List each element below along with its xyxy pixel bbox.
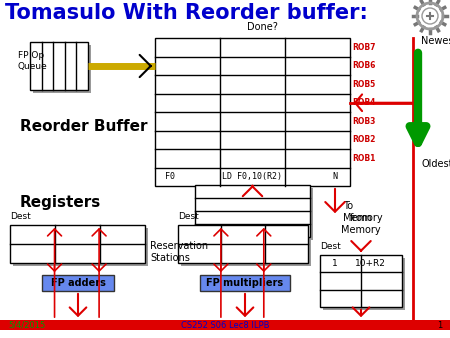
Bar [155, 38, 350, 186]
Text: Dest: Dest [320, 242, 341, 251]
Text: ROB7: ROB7 [352, 43, 375, 52]
Bar [42, 275, 114, 291]
Bar [200, 275, 290, 291]
Text: ROB6: ROB6 [352, 61, 375, 70]
Text: FP Op
Queue: FP Op Queue [18, 51, 48, 71]
Text: 1: 1 [332, 259, 338, 268]
Bar [30, 42, 88, 90]
Text: LD F0,10(R2): LD F0,10(R2) [222, 172, 283, 181]
Bar [10, 225, 145, 263]
Bar [195, 185, 310, 237]
Text: 10+R2: 10+R2 [356, 259, 386, 268]
Text: from
Memory: from Memory [341, 213, 381, 235]
Text: Tomasulo With Reorder buffer:: Tomasulo With Reorder buffer: [5, 3, 368, 23]
Bar [33, 45, 91, 93]
Text: To
Memory: To Memory [343, 201, 382, 223]
Text: Newest: Newest [421, 36, 450, 46]
Text: Done?: Done? [247, 22, 278, 32]
Text: 1: 1 [437, 320, 442, 330]
Text: 5/4/2015: 5/4/2015 [8, 320, 45, 330]
Text: Dest: Dest [178, 212, 199, 221]
Text: N: N [333, 172, 338, 181]
Text: ROB5: ROB5 [352, 80, 375, 89]
Text: Reorder Buffer: Reorder Buffer [20, 119, 148, 134]
Bar [181, 228, 311, 266]
Text: FP adders: FP adders [50, 278, 105, 288]
Text: Dest: Dest [10, 212, 31, 221]
Bar [320, 255, 402, 307]
Text: ROB4: ROB4 [352, 98, 375, 107]
Text: ROB3: ROB3 [352, 117, 375, 126]
Text: Oldest: Oldest [421, 159, 450, 169]
Bar [13, 228, 148, 266]
Bar [178, 225, 308, 263]
Bar [323, 258, 405, 310]
Text: Reservation
Stations: Reservation Stations [150, 241, 208, 263]
Text: CS252 S06 Lec8 ILPB: CS252 S06 Lec8 ILPB [181, 320, 269, 330]
Text: F0: F0 [165, 172, 175, 181]
Text: Registers: Registers [20, 195, 101, 210]
Bar [198, 188, 313, 240]
Text: FP multipliers: FP multipliers [207, 278, 284, 288]
Text: ROB1: ROB1 [352, 154, 375, 163]
Bar [0, 320, 450, 330]
Text: ROB2: ROB2 [352, 135, 375, 144]
